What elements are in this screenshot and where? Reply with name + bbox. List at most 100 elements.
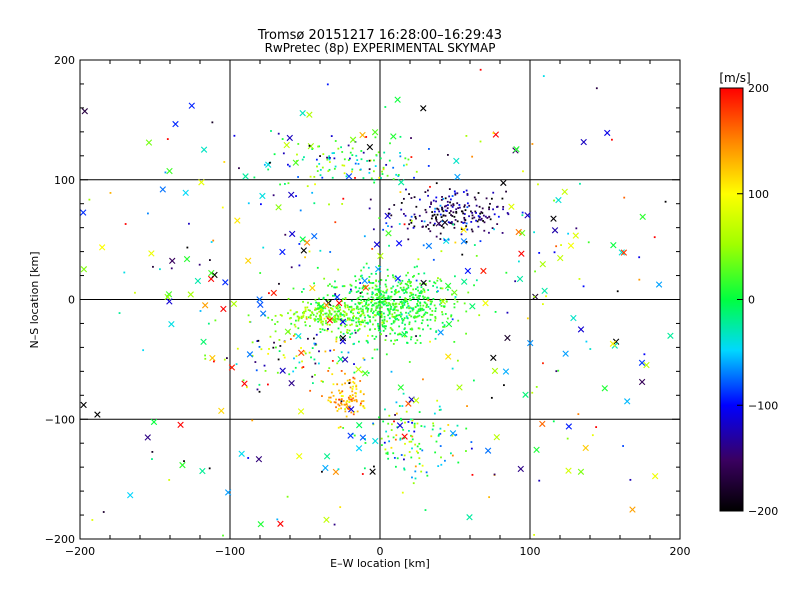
data-point: [375, 335, 378, 338]
data-point: [327, 313, 330, 316]
data-point: [377, 327, 380, 330]
data-point: [401, 322, 404, 324]
data-point: [410, 328, 413, 331]
data-point-cross: [309, 284, 316, 292]
data-point: [403, 317, 406, 320]
data-point-cross: [257, 521, 264, 528]
data-point: [452, 223, 455, 226]
data-point: [403, 467, 406, 470]
data-point: [363, 319, 366, 322]
data-point: [452, 204, 455, 207]
data-point: [441, 311, 443, 313]
data-point: [268, 348, 270, 350]
data-point-cross: [288, 230, 296, 238]
data-point: [361, 295, 364, 298]
data-point: [566, 437, 569, 440]
data-point: [465, 241, 468, 243]
data-point: [147, 212, 149, 215]
data-point: [405, 291, 407, 293]
data-point: [354, 275, 357, 278]
data-point: [411, 447, 413, 450]
data-point: [275, 346, 277, 349]
data-point: [408, 223, 411, 226]
data-point-cross: [356, 421, 363, 429]
data-point: [370, 296, 373, 299]
data-point: [410, 307, 413, 310]
data-point-cross: [241, 380, 248, 387]
data-point: [426, 312, 429, 314]
data-point: [390, 423, 393, 426]
data-point: [287, 182, 290, 185]
data-point-cross: [188, 102, 195, 109]
data-point: [385, 290, 388, 292]
data-point-cross: [460, 238, 468, 245]
data-point: [363, 407, 366, 410]
data-point-cross: [655, 281, 663, 288]
data-point: [463, 216, 466, 219]
data-point: [401, 317, 403, 320]
data-point: [407, 421, 410, 423]
data-point: [278, 339, 281, 341]
data-point: [349, 381, 352, 384]
data-point: [349, 324, 352, 327]
data-point: [388, 244, 390, 247]
data-point: [393, 316, 396, 319]
data-point: [383, 318, 386, 321]
data-point: [373, 302, 376, 305]
data-point: [350, 319, 353, 322]
data-point: [314, 183, 316, 186]
data-point: [328, 316, 330, 318]
data-point: [400, 333, 403, 336]
data-point: [526, 317, 529, 320]
data-point: [331, 176, 334, 179]
data-point: [414, 320, 417, 323]
data-point: [434, 316, 437, 318]
data-point: [442, 214, 445, 217]
data-point: [417, 289, 420, 292]
data-point-cross: [259, 192, 266, 200]
data-point: [408, 451, 411, 453]
data-point: [303, 311, 306, 314]
data-point: [470, 441, 473, 443]
data-point: [274, 314, 277, 317]
data-point: [366, 292, 369, 295]
data-point: [325, 320, 327, 322]
data-point: [443, 305, 446, 308]
data-point: [339, 312, 342, 315]
data-point: [394, 303, 397, 306]
data-point: [290, 322, 293, 325]
data-point: [319, 155, 321, 157]
data-point: [378, 302, 381, 305]
data-point: [322, 153, 325, 156]
data-point: [331, 373, 334, 376]
data-point: [435, 200, 437, 203]
data-point: [296, 153, 298, 156]
data-point: [395, 412, 398, 415]
data-point: [390, 214, 393, 217]
data-point: [450, 204, 453, 207]
data-point: [399, 135, 402, 138]
data-point: [392, 178, 395, 181]
data-point-cross: [322, 464, 329, 472]
data-point: [294, 325, 297, 328]
data-point: [408, 321, 411, 324]
data-point: [334, 221, 337, 224]
data-point-cross: [460, 226, 467, 233]
data-point-cross: [601, 385, 608, 392]
data-point: [429, 205, 431, 208]
data-point: [344, 403, 347, 406]
data-point: [414, 477, 417, 480]
data-point: [404, 323, 406, 326]
data-point: [416, 422, 419, 425]
data-point: [451, 195, 454, 197]
data-point: [309, 389, 312, 392]
data-point-cross: [651, 472, 659, 480]
data-point: [392, 452, 395, 455]
data-point: [353, 434, 356, 437]
data-point: [359, 391, 362, 394]
data-point: [361, 287, 364, 290]
data-point: [397, 281, 400, 284]
data-point: [345, 175, 348, 178]
data-point: [319, 308, 322, 311]
data-point: [423, 425, 426, 428]
